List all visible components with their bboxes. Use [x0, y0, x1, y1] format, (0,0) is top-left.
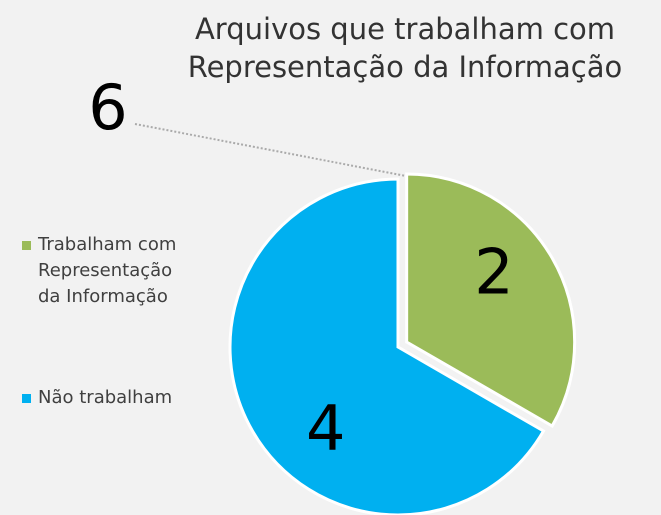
legend-label: Trabalham com Representação da Informaçã…: [38, 234, 177, 307]
pie-slice: [405, 172, 577, 429]
leader-line: [134, 123, 407, 177]
data-label: 4: [306, 391, 345, 464]
pie-slice: [228, 177, 546, 515]
legend-swatch: [22, 241, 31, 250]
chart-title: Arquivos que trabalham com Representação…: [187, 12, 623, 84]
data-label: 2: [474, 236, 513, 309]
annotation: 6: [88, 71, 127, 144]
legend-swatch: [22, 394, 31, 403]
legend-label: Não trabalham: [38, 387, 173, 408]
